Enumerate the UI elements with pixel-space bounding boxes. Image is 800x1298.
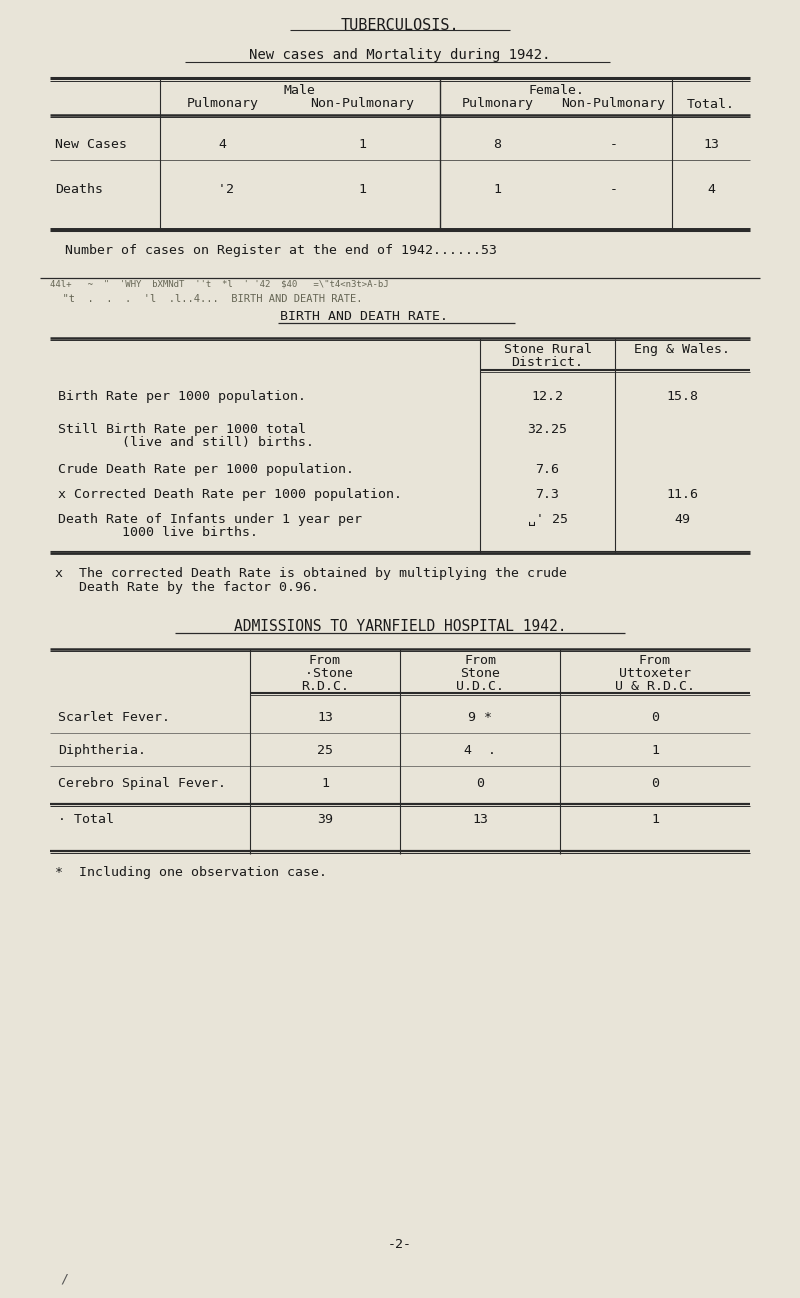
Text: Female.: Female. [528, 84, 584, 97]
Text: Diphtheria.: Diphtheria. [58, 744, 146, 757]
Text: From: From [464, 654, 496, 667]
Text: 0: 0 [651, 711, 659, 724]
Text: Still Birth Rate per 1000 total: Still Birth Rate per 1000 total [58, 423, 306, 436]
Text: 1: 1 [494, 183, 502, 196]
Text: ADMISSIONS TO YARNFIELD HOSPITAL 1942.: ADMISSIONS TO YARNFIELD HOSPITAL 1942. [234, 619, 566, 633]
Text: 8: 8 [494, 138, 502, 151]
Text: -: - [610, 183, 618, 196]
Text: Non-Pulmonary: Non-Pulmonary [562, 97, 666, 110]
Text: Cerebro Spinal Fever.: Cerebro Spinal Fever. [58, 778, 226, 790]
Text: 13: 13 [703, 138, 719, 151]
Text: 1: 1 [651, 744, 659, 757]
Text: New cases and Mortality during 1942.: New cases and Mortality during 1942. [250, 48, 550, 62]
Text: 9 *: 9 * [468, 711, 492, 724]
Text: U.D.C.: U.D.C. [456, 680, 504, 693]
Text: (live and still) births.: (live and still) births. [58, 436, 314, 449]
Text: 0: 0 [476, 778, 484, 790]
Text: -: - [610, 138, 618, 151]
Text: Deaths: Deaths [55, 183, 103, 196]
Text: Male: Male [284, 84, 316, 97]
Text: 7.6: 7.6 [535, 463, 559, 476]
Text: 7.3: 7.3 [535, 488, 559, 501]
Text: From: From [309, 654, 341, 667]
Text: /: / [60, 1272, 68, 1285]
Text: New Cases: New Cases [55, 138, 127, 151]
Text: 1: 1 [651, 813, 659, 826]
Text: 32.25: 32.25 [527, 423, 567, 436]
Text: 1: 1 [321, 778, 329, 790]
Text: 11.6: 11.6 [666, 488, 698, 501]
Text: 49: 49 [674, 513, 690, 526]
Text: From: From [639, 654, 671, 667]
Text: BIRTH AND DEATH RATE.: BIRTH AND DEATH RATE. [280, 310, 448, 323]
Text: · Total: · Total [58, 813, 114, 826]
Text: x Corrected Death Rate per 1000 population.: x Corrected Death Rate per 1000 populati… [58, 488, 402, 501]
Text: *  Including one observation case.: * Including one observation case. [55, 866, 327, 879]
Text: District.: District. [511, 356, 583, 369]
Text: R.D.C.: R.D.C. [301, 680, 349, 693]
Text: ·Stone: ·Stone [297, 667, 353, 680]
Text: 13: 13 [472, 813, 488, 826]
Text: Scarlet Fever.: Scarlet Fever. [58, 711, 170, 724]
Text: 4: 4 [218, 138, 226, 151]
Text: 1: 1 [358, 183, 366, 196]
Text: -2-: -2- [388, 1238, 412, 1251]
Text: "t  .  .  .  'l  .l..4...  BIRTH AND DEATH RATE.: "t . . . 'l .l..4... BIRTH AND DEATH RAT… [50, 295, 362, 304]
Text: ␣' 25: ␣' 25 [527, 513, 567, 526]
Text: Death Rate by the factor 0.96.: Death Rate by the factor 0.96. [55, 582, 319, 594]
Text: 4: 4 [707, 183, 715, 196]
Text: Eng & Wales.: Eng & Wales. [634, 343, 730, 356]
Text: '2: '2 [210, 183, 234, 196]
Text: 44l+   ~  "  'WHY  bXMNdT  ''t  *l  ' '42  $40   =\"t4<n3t>A-bJ: 44l+ ~ " 'WHY bXMNdT ''t *l ' '42 $40 =\… [50, 280, 389, 289]
Text: U & R.D.C.: U & R.D.C. [615, 680, 695, 693]
Text: Pulmonary: Pulmonary [186, 97, 258, 110]
Text: Number of cases on Register at the end of 1942......53: Number of cases on Register at the end o… [65, 244, 497, 257]
Text: 1000 live births.: 1000 live births. [58, 526, 258, 539]
Text: Stone Rural: Stone Rural [503, 343, 591, 356]
Text: Birth Rate per 1000 population.: Birth Rate per 1000 population. [58, 389, 306, 402]
Text: Pulmonary: Pulmonary [462, 97, 534, 110]
Text: 12.2: 12.2 [531, 389, 563, 402]
Text: x  The corrected Death Rate is obtained by multiplying the crude: x The corrected Death Rate is obtained b… [55, 567, 567, 580]
Text: 39: 39 [317, 813, 333, 826]
Text: TUBERCULOSIS.: TUBERCULOSIS. [341, 18, 459, 32]
Text: Death Rate of Infants under 1 year per: Death Rate of Infants under 1 year per [58, 513, 362, 526]
Text: Crude Death Rate per 1000 population.: Crude Death Rate per 1000 population. [58, 463, 354, 476]
Text: Total.: Total. [687, 99, 735, 112]
Text: 1: 1 [358, 138, 366, 151]
Text: Non-Pulmonary: Non-Pulmonary [310, 97, 414, 110]
Text: 4  .: 4 . [464, 744, 496, 757]
Text: 15.8: 15.8 [666, 389, 698, 402]
Text: 0: 0 [651, 778, 659, 790]
Text: Uttoxeter: Uttoxeter [619, 667, 691, 680]
Text: Stone: Stone [460, 667, 500, 680]
Text: 13: 13 [317, 711, 333, 724]
Text: 25: 25 [317, 744, 333, 757]
